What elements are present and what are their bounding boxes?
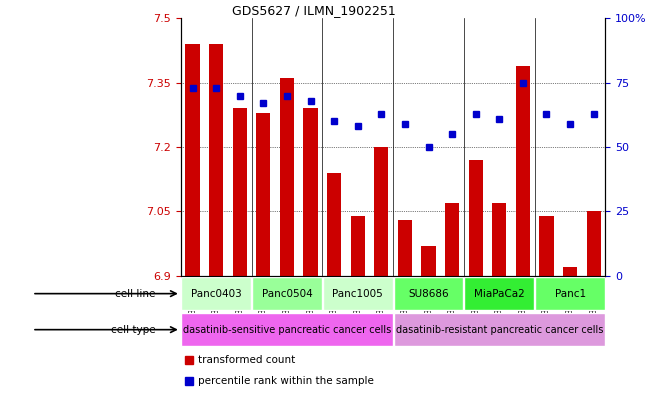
Text: Panc1: Panc1 (555, 288, 586, 299)
Text: cell line: cell line (115, 288, 156, 299)
FancyBboxPatch shape (323, 277, 393, 310)
Text: GDS5627 / ILMN_1902251: GDS5627 / ILMN_1902251 (232, 4, 395, 17)
Bar (351, 216, 365, 275)
Bar (516, 66, 530, 275)
Bar (232, 108, 247, 275)
Text: MiaPaCa2: MiaPaCa2 (474, 288, 525, 299)
Bar (374, 147, 389, 275)
FancyBboxPatch shape (181, 277, 251, 310)
Text: dasatinib-sensitive pancreatic cancer cells: dasatinib-sensitive pancreatic cancer ce… (183, 325, 391, 335)
Bar (398, 220, 412, 275)
Bar (445, 203, 459, 275)
FancyBboxPatch shape (394, 277, 464, 310)
Bar (563, 267, 577, 275)
Text: Panc0403: Panc0403 (191, 288, 242, 299)
Text: Panc0504: Panc0504 (262, 288, 312, 299)
FancyBboxPatch shape (464, 277, 534, 310)
Bar (327, 173, 341, 275)
FancyBboxPatch shape (535, 277, 605, 310)
Text: percentile rank within the sample: percentile rank within the sample (198, 376, 374, 386)
Bar (209, 44, 223, 275)
Bar (303, 108, 318, 275)
FancyBboxPatch shape (252, 277, 322, 310)
Bar (256, 113, 270, 275)
Bar (492, 203, 506, 275)
Bar (421, 246, 436, 275)
Text: transformed count: transformed count (198, 355, 295, 365)
Text: SU8686: SU8686 (408, 288, 449, 299)
FancyBboxPatch shape (394, 314, 605, 346)
Bar (540, 216, 553, 275)
Bar (280, 78, 294, 275)
FancyBboxPatch shape (181, 314, 393, 346)
Bar (186, 44, 200, 275)
Bar (469, 160, 483, 275)
Text: dasatinib-resistant pancreatic cancer cells: dasatinib-resistant pancreatic cancer ce… (396, 325, 603, 335)
Text: Panc1005: Panc1005 (333, 288, 383, 299)
Text: cell type: cell type (111, 325, 156, 335)
Bar (587, 211, 601, 275)
